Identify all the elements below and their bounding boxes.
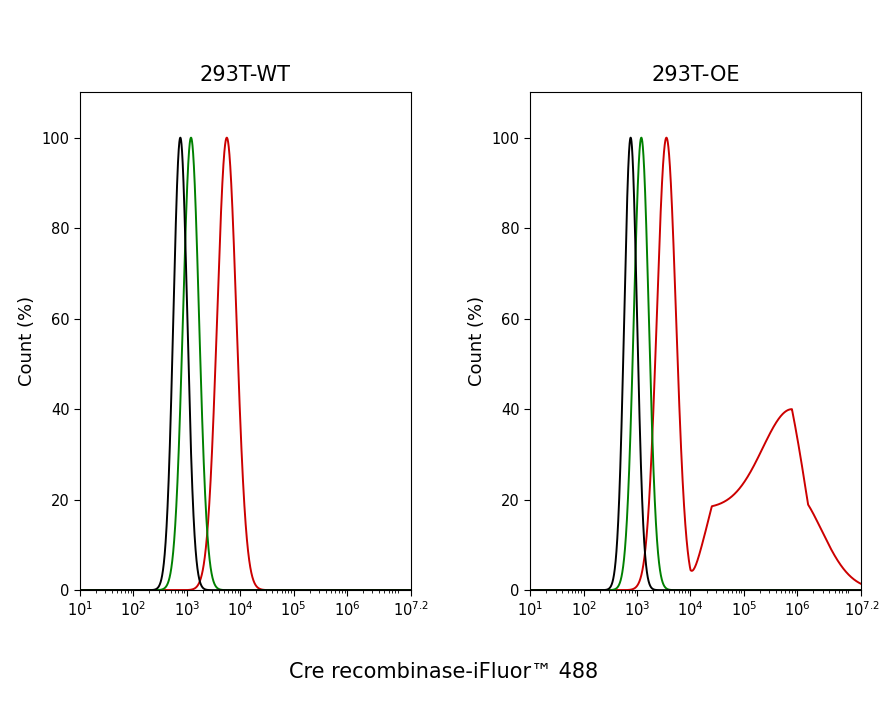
Title: 293T-OE: 293T-OE [652,65,740,85]
Y-axis label: Count (%): Count (%) [18,296,36,386]
Y-axis label: Count (%): Count (%) [468,296,487,386]
Title: 293T-WT: 293T-WT [200,65,291,85]
Text: Cre recombinase-iFluor™ 488: Cre recombinase-iFluor™ 488 [289,662,599,682]
